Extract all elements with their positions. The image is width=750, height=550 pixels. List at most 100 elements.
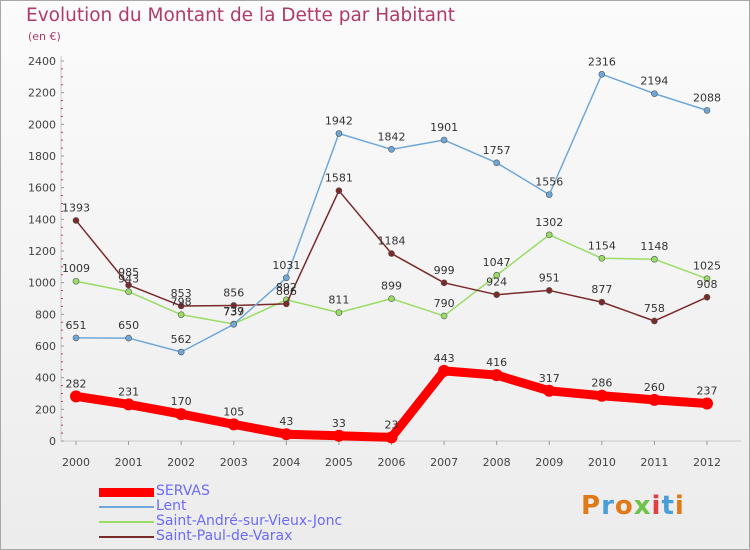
data-label: 650 — [118, 319, 139, 332]
data-point — [648, 393, 661, 406]
logo-letter: i — [651, 491, 662, 521]
data-point — [651, 90, 658, 97]
data-label: 1757 — [483, 144, 511, 157]
data-point — [125, 281, 132, 289]
x-tick-label: 2011 — [640, 456, 668, 469]
data-point — [703, 107, 711, 114]
data-label: 170 — [171, 395, 192, 408]
data-point — [440, 279, 448, 287]
series-layer — [70, 71, 713, 444]
data-point — [388, 295, 395, 302]
data-point — [440, 136, 448, 144]
data-label: 651 — [66, 319, 87, 332]
data-point — [283, 300, 290, 308]
data-point — [651, 255, 658, 263]
data-point — [543, 384, 556, 397]
data-label: 790 — [434, 297, 455, 310]
data-point — [493, 159, 500, 167]
data-label: 416 — [486, 356, 507, 369]
x-tick-label: 2004 — [272, 456, 300, 469]
data-point — [598, 298, 606, 306]
data-label: 1154 — [588, 239, 616, 252]
data-point — [493, 271, 500, 279]
data-point — [703, 293, 711, 301]
legend-swatch — [99, 536, 154, 538]
data-label: 908 — [697, 278, 718, 291]
data-label: 1025 — [693, 260, 721, 273]
data-label: 2088 — [693, 91, 721, 104]
data-point — [332, 429, 345, 442]
data-point — [72, 334, 80, 342]
logo-letter: t — [661, 491, 675, 521]
y-tick-label: 1200 — [28, 245, 56, 258]
legend-label: Lent — [156, 498, 187, 514]
data-point — [440, 312, 448, 320]
y-tick-label: 400 — [35, 372, 56, 385]
data-label: 231 — [118, 385, 139, 398]
y-tick-label: 600 — [35, 340, 56, 353]
x-tick-label: 2000 — [62, 456, 90, 469]
data-point — [490, 369, 503, 382]
data-label: 1148 — [640, 240, 668, 253]
data-label: 877 — [591, 283, 612, 296]
legend-label: Saint-André-sur-Vieux-Jonc — [156, 513, 343, 529]
logo-letter: r — [601, 491, 615, 521]
data-point — [335, 130, 343, 137]
data-label: 924 — [486, 276, 507, 289]
data-label: 951 — [539, 271, 560, 284]
y-tick-label: 800 — [35, 308, 56, 321]
data-label: 1901 — [430, 121, 458, 134]
data-point — [701, 397, 713, 410]
data-point — [177, 302, 185, 310]
data-point — [177, 348, 185, 356]
data-point — [598, 71, 606, 78]
data-label: 317 — [539, 372, 560, 385]
data-label: 811 — [328, 294, 349, 307]
legend-swatch — [99, 521, 154, 523]
data-label: 853 — [171, 287, 192, 300]
y-tick-label: 1400 — [28, 213, 56, 226]
data-label: 562 — [171, 333, 192, 346]
data-label: 892 — [276, 281, 297, 294]
data-point — [438, 364, 451, 377]
y-tick-label: 1600 — [28, 182, 56, 195]
data-label: 1184 — [378, 235, 406, 248]
data-point — [72, 217, 80, 224]
data-point — [545, 231, 553, 239]
data-point — [70, 390, 82, 403]
data-label: 798 — [171, 296, 192, 309]
data-point — [493, 291, 500, 299]
data-label: 1047 — [483, 256, 511, 269]
y-tick-label: 1800 — [28, 150, 56, 163]
x-tick-label: 2001 — [115, 456, 143, 469]
data-point — [598, 254, 606, 262]
data-label: 1581 — [325, 172, 353, 185]
data-point — [283, 274, 290, 282]
data-point — [177, 311, 185, 318]
data-label: 737 — [223, 305, 244, 318]
data-point — [125, 288, 132, 295]
data-point — [595, 389, 608, 402]
legend-swatch — [99, 506, 154, 508]
y-tick-label: 2400 — [28, 55, 56, 68]
data-label: 1031 — [272, 259, 300, 272]
data-label: 999 — [434, 264, 455, 277]
data-point — [175, 408, 188, 421]
data-label: 443 — [434, 352, 455, 365]
data-label: 985 — [118, 266, 139, 279]
data-point — [385, 431, 398, 444]
legend-swatch — [99, 487, 154, 497]
x-tick-label: 2009 — [535, 456, 563, 469]
y-tick-label: 200 — [35, 403, 56, 416]
data-label: 1942 — [325, 115, 353, 128]
logo-letter: x — [633, 491, 652, 521]
x-tick-label: 2012 — [693, 456, 721, 469]
y-tick-label: 1000 — [28, 277, 56, 290]
data-label: 237 — [697, 384, 718, 397]
data-point — [335, 187, 343, 194]
data-label: 758 — [644, 302, 665, 315]
data-point — [545, 191, 553, 198]
data-point — [230, 321, 238, 328]
y-tick-label: 2200 — [28, 87, 56, 100]
